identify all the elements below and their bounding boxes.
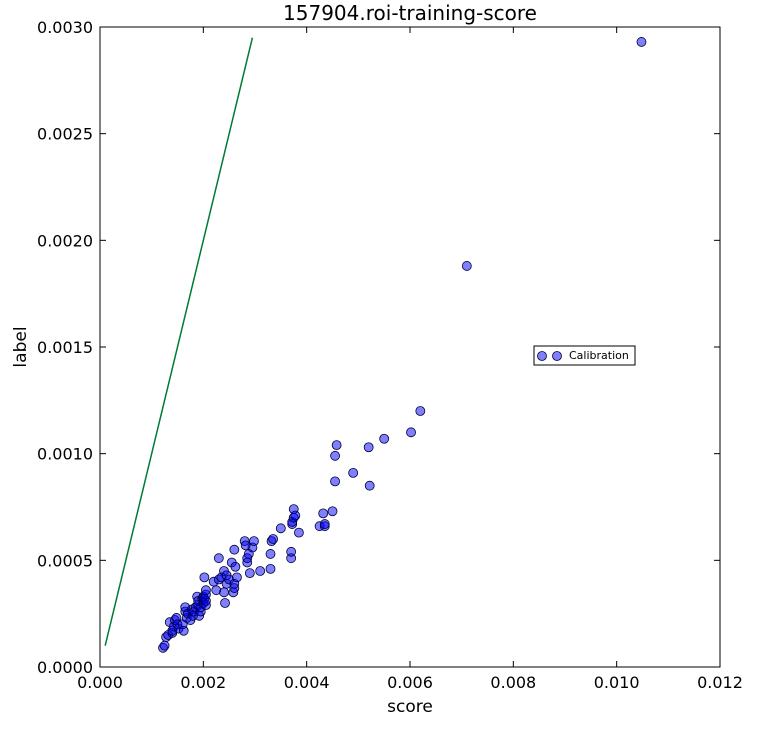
data-point — [330, 450, 340, 461]
data-point — [244, 568, 255, 579]
data-point — [318, 508, 329, 519]
reference-line — [104, 37, 254, 646]
data-point — [230, 561, 241, 572]
x-tick-label: 0.012 — [697, 673, 743, 692]
y-tick-label: 0.0030 — [37, 18, 93, 37]
y-tick-label: 0.0000 — [37, 658, 93, 677]
data-point — [330, 476, 340, 487]
data-point — [255, 566, 266, 576]
x-tick-label: 0.008 — [490, 673, 536, 692]
data-point — [379, 433, 390, 444]
data-point — [331, 440, 342, 451]
data-point — [178, 625, 189, 636]
data-point — [265, 563, 276, 574]
data-point — [159, 640, 170, 651]
x-axis-title: score — [387, 697, 433, 717]
y-axis-ticks: 0.0000 0.0005 0.0010 0.0015 0.0020 0.0025 0.00… — [37, 18, 720, 677]
data-point — [294, 527, 304, 538]
data-point — [286, 546, 297, 557]
data-point — [415, 406, 426, 416]
legend-label: Calibration — [569, 349, 629, 362]
legend-marker-left — [537, 351, 547, 361]
data-point — [348, 467, 359, 478]
data-point — [636, 37, 647, 47]
data-point — [265, 549, 276, 559]
x-tick-label: 0.010 — [594, 673, 640, 692]
data-point — [319, 519, 330, 529]
data-point — [219, 587, 229, 598]
data-point — [275, 523, 286, 534]
data-point — [364, 480, 375, 491]
reference-line-layer — [104, 37, 254, 646]
y-tick-label: 0.0015 — [37, 338, 93, 357]
y-tick-label: 0.0005 — [37, 551, 93, 570]
x-tick-label: 0.006 — [387, 673, 433, 692]
y-tick-label: 0.0010 — [37, 445, 93, 464]
legend: Calibration — [533, 345, 636, 366]
data-point — [268, 534, 278, 544]
x-axis-ticks: 0.000 0.002 0.004 0.006 0.008 0.010 0.012 — [77, 27, 743, 692]
data-point — [199, 572, 210, 583]
y-tick-label: 0.0025 — [37, 125, 93, 144]
y-axis-title: label — [11, 326, 31, 367]
data-point — [406, 427, 416, 438]
y-tick-label: 0.0020 — [37, 231, 93, 250]
data-point — [220, 598, 230, 608]
data-point — [249, 536, 259, 547]
data-points-layer — [158, 37, 647, 653]
data-point — [327, 506, 338, 517]
data-point — [290, 510, 301, 521]
x-tick-label: 0.004 — [284, 673, 330, 692]
chart-title: 157904.roi-training-score — [283, 1, 537, 25]
data-point — [461, 261, 472, 271]
data-point — [232, 572, 242, 583]
data-point — [213, 553, 224, 564]
x-tick-label: 0.000 — [77, 673, 123, 692]
data-point — [363, 442, 374, 453]
legend-marker-right — [552, 351, 562, 361]
x-tick-label: 0.002 — [180, 673, 226, 692]
data-point — [201, 585, 211, 596]
data-point — [229, 544, 240, 555]
